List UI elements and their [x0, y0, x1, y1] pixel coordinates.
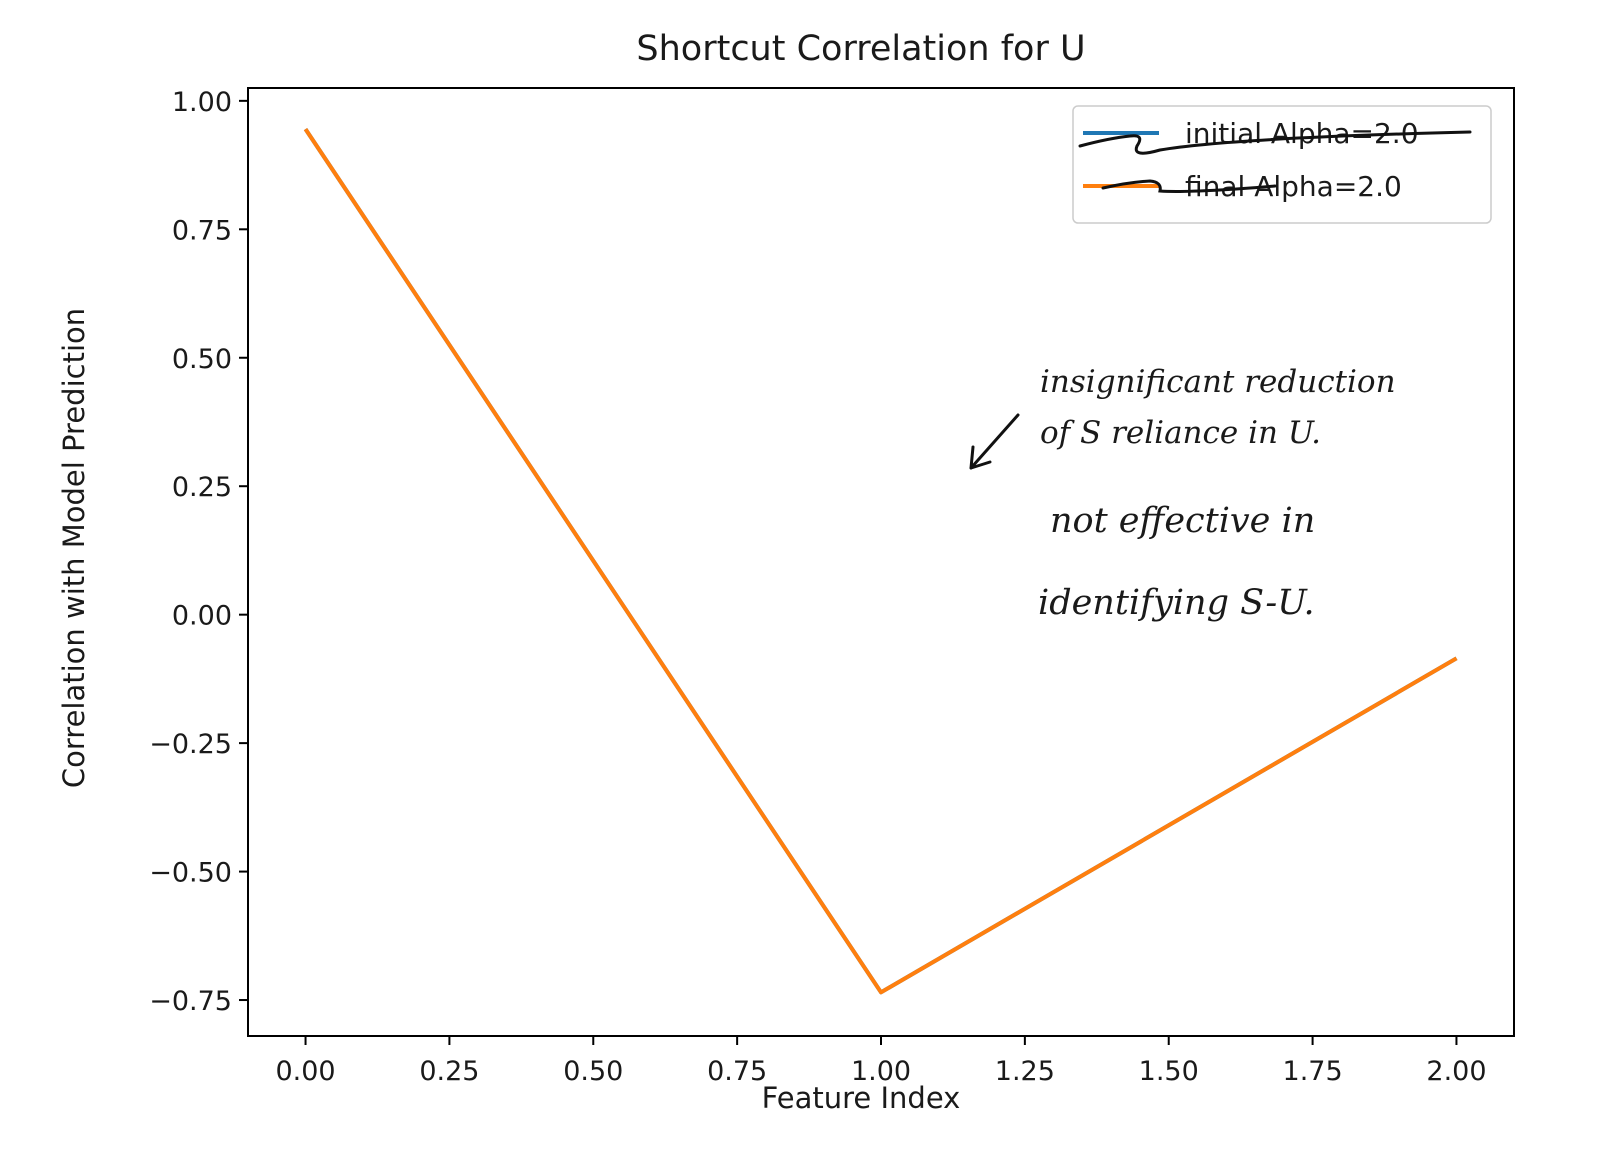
- x-tick-label: 1.00: [851, 1056, 911, 1087]
- y-tick-label: −0.75: [149, 986, 232, 1017]
- x-tick-label: 1.75: [1283, 1056, 1343, 1087]
- x-tick-label: 2.00: [1426, 1056, 1486, 1087]
- x-tick-label: 1.25: [995, 1056, 1055, 1087]
- y-tick-label: 1.00: [172, 87, 232, 118]
- y-tick-label: 0.75: [172, 215, 232, 246]
- y-tick-label: −0.50: [149, 858, 232, 889]
- arrow-icon: [969, 413, 1020, 470]
- y-tick-label: −0.25: [149, 729, 232, 760]
- x-tick-label: 0.00: [275, 1056, 335, 1087]
- legend-label-final: final Alpha=2.0: [1185, 170, 1402, 203]
- x-tick-label: 0.75: [707, 1056, 767, 1087]
- plot-area: 0.00 0.25 0.50 0.75 1.00 1.25 1.50 1.75 2.00 1.00…: [149, 87, 1515, 1087]
- chart-title: Shortcut Correlation for U: [636, 29, 1085, 69]
- note-line: identifying S-U.: [1038, 583, 1315, 623]
- handwritten-note: insignificant reduction of S reliance in…: [969, 364, 1396, 623]
- y-tick-label: 0.00: [172, 601, 232, 632]
- legend: initial Alpha=2.0 final Alpha=2.0: [1072, 105, 1492, 224]
- x-tick-label: 1.50: [1139, 1056, 1199, 1087]
- x-tick-label: 0.50: [563, 1056, 623, 1087]
- x-axis-label: Feature Index: [762, 1081, 961, 1115]
- x-tick-label: 0.25: [419, 1056, 479, 1087]
- note-line: insignificant reduction: [1040, 364, 1396, 400]
- note-line: of S reliance in U.: [1040, 415, 1321, 451]
- handwritten-strikethrough: [1078, 130, 1472, 155]
- handwritten-strikethrough: [1101, 179, 1277, 193]
- y-tick-label: 0.25: [172, 472, 232, 503]
- plot-frame: [247, 87, 1515, 1037]
- y-axis-label: Correlation with Model Prediction: [57, 308, 91, 788]
- series-line: [303, 127, 1458, 995]
- series-line: [303, 127, 1458, 995]
- y-tick-label: 0.50: [172, 344, 232, 375]
- note-line: not effective in: [1050, 501, 1315, 541]
